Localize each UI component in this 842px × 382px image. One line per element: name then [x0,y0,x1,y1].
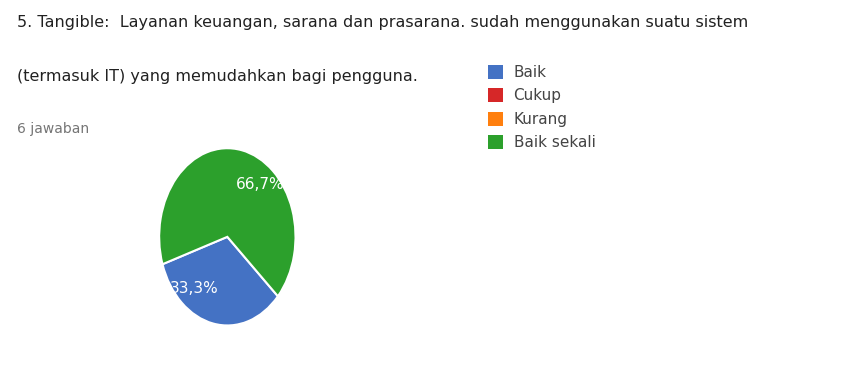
Text: 66,7%: 66,7% [236,177,285,193]
Legend: Baik, Cukup, Kurang, Baik sekali: Baik, Cukup, Kurang, Baik sekali [488,65,595,151]
Text: 5. Tangible:  Layanan keuangan, sarana dan prasarana. sudah menggunakan suatu si: 5. Tangible: Layanan keuangan, sarana da… [17,15,748,30]
Text: 33,3%: 33,3% [170,281,219,296]
Wedge shape [159,148,296,296]
Text: (termasuk IT) yang memudahkan bagi pengguna.: (termasuk IT) yang memudahkan bagi pengg… [17,69,418,84]
Text: 6 jawaban: 6 jawaban [17,122,89,136]
Wedge shape [163,237,278,325]
